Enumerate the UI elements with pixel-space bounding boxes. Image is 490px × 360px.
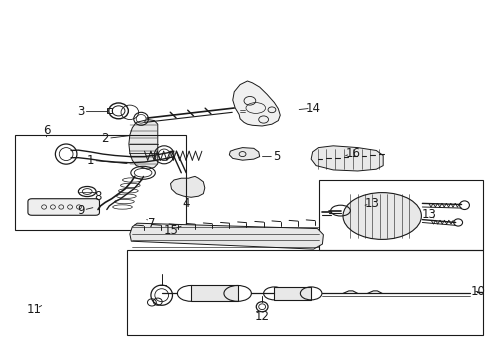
Polygon shape <box>233 81 280 126</box>
Text: 13: 13 <box>421 208 436 221</box>
Polygon shape <box>311 146 383 171</box>
Ellipse shape <box>343 193 421 239</box>
Polygon shape <box>171 176 205 197</box>
Bar <box>107 108 112 113</box>
Polygon shape <box>129 120 158 169</box>
Text: 2: 2 <box>101 132 109 145</box>
Text: 13: 13 <box>365 197 380 210</box>
Text: 8: 8 <box>94 190 102 203</box>
Polygon shape <box>130 223 323 249</box>
Text: 14: 14 <box>306 102 321 114</box>
Text: 16: 16 <box>345 147 360 159</box>
Polygon shape <box>229 148 260 160</box>
Text: 4: 4 <box>182 197 190 210</box>
Text: 10: 10 <box>470 285 485 298</box>
Text: 6: 6 <box>43 124 50 137</box>
Bar <box>274 287 311 300</box>
Text: 3: 3 <box>77 105 85 118</box>
FancyBboxPatch shape <box>28 199 99 215</box>
Text: 5: 5 <box>273 150 281 163</box>
Text: 12: 12 <box>255 310 270 323</box>
Text: 11: 11 <box>27 303 42 316</box>
Text: 15: 15 <box>164 224 179 237</box>
Bar <box>318 180 483 250</box>
Text: 7: 7 <box>148 217 156 230</box>
Bar <box>15 135 186 230</box>
Text: 9: 9 <box>77 204 85 217</box>
Bar <box>127 250 483 335</box>
Bar <box>191 285 238 301</box>
Text: 1: 1 <box>87 154 95 167</box>
